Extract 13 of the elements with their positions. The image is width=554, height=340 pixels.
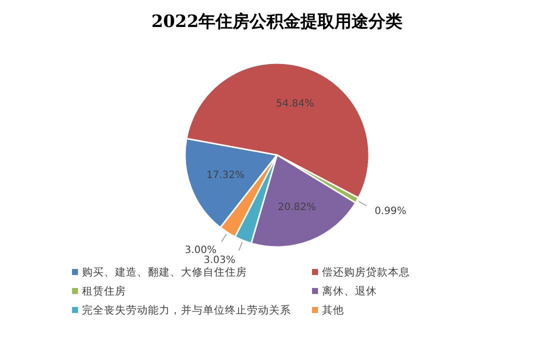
- legend-label: 购买、建造、翻建、大修自住住房: [82, 266, 247, 279]
- legend-label: 离休、退休: [322, 284, 377, 298]
- data-label: 3.00%: [184, 245, 217, 256]
- legend-label: 其他: [322, 304, 344, 317]
- data-label: 20.82%: [278, 202, 316, 213]
- data-label: 17.32%: [206, 170, 244, 182]
- data-label: 3.03%: [204, 254, 236, 266]
- legend-label: 租赁住房: [82, 284, 126, 298]
- data-label: 54.84%: [276, 98, 314, 110]
- legend-label: 偿还购房贷款本息: [322, 266, 410, 279]
- legend-label: 完全丧失劳动能力，并与单位终止劳动关系: [82, 304, 291, 317]
- chart-title: 2022年住房公积金提取用途分类: [151, 12, 403, 32]
- data-label: 0.99%: [374, 206, 406, 217]
